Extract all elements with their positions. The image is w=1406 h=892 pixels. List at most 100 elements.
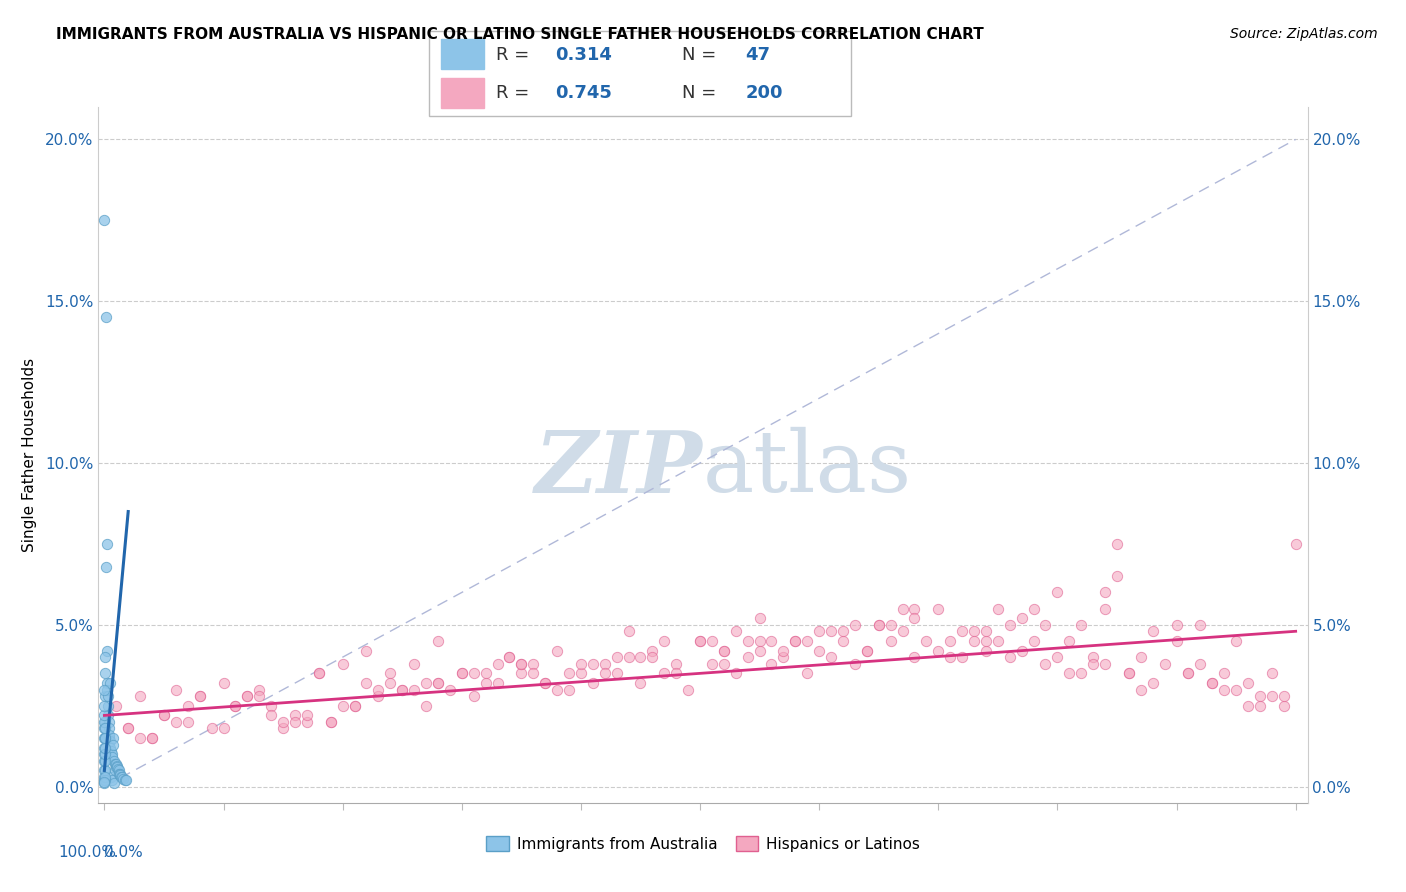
Point bbox=[93, 714, 115, 729]
Point bbox=[93, 708, 115, 723]
Point bbox=[1249, 698, 1271, 713]
Point bbox=[129, 689, 152, 703]
Point bbox=[463, 666, 485, 681]
Point bbox=[820, 650, 842, 665]
Legend: Immigrants from Australia, Hispanics or Latinos: Immigrants from Australia, Hispanics or … bbox=[479, 830, 927, 858]
Point bbox=[617, 650, 640, 665]
Point bbox=[103, 756, 125, 771]
Point bbox=[271, 722, 294, 736]
Point bbox=[93, 698, 115, 713]
Point bbox=[748, 643, 770, 657]
Point bbox=[97, 722, 120, 736]
Point bbox=[97, 698, 120, 713]
Text: 0.0%: 0.0% bbox=[104, 845, 143, 860]
Point bbox=[963, 624, 986, 639]
Point bbox=[93, 770, 115, 784]
Point bbox=[1189, 617, 1212, 632]
Point bbox=[700, 657, 723, 671]
Point bbox=[998, 617, 1021, 632]
Point bbox=[1081, 650, 1104, 665]
Point bbox=[761, 634, 783, 648]
Point bbox=[868, 617, 890, 632]
Point bbox=[93, 747, 115, 762]
Point bbox=[93, 754, 115, 768]
Point bbox=[987, 634, 1010, 648]
Point bbox=[1011, 611, 1033, 625]
Point bbox=[606, 650, 628, 665]
Text: 47: 47 bbox=[745, 46, 770, 64]
Point bbox=[676, 682, 699, 697]
Point bbox=[98, 731, 121, 745]
Point bbox=[1166, 634, 1188, 648]
Point bbox=[808, 624, 831, 639]
Point bbox=[260, 708, 283, 723]
Point bbox=[724, 666, 747, 681]
Point bbox=[212, 722, 235, 736]
Point bbox=[247, 689, 270, 703]
Point bbox=[558, 682, 581, 697]
Point bbox=[927, 601, 949, 615]
Point bbox=[100, 747, 122, 762]
Point bbox=[247, 682, 270, 697]
Point bbox=[1285, 537, 1308, 551]
Point bbox=[108, 767, 131, 781]
Point bbox=[426, 676, 449, 690]
Point bbox=[200, 722, 222, 736]
Point bbox=[96, 643, 118, 657]
Point bbox=[93, 770, 115, 784]
Point bbox=[1046, 650, 1069, 665]
Point bbox=[1059, 634, 1081, 648]
Point bbox=[103, 754, 125, 768]
Point bbox=[1237, 698, 1260, 713]
Point bbox=[724, 624, 747, 639]
Text: Source: ZipAtlas.com: Source: ZipAtlas.com bbox=[1230, 27, 1378, 41]
Point bbox=[415, 698, 437, 713]
Point bbox=[879, 634, 901, 648]
Point bbox=[103, 738, 125, 752]
Point bbox=[534, 676, 557, 690]
Point bbox=[97, 708, 120, 723]
Point bbox=[93, 213, 115, 227]
Point bbox=[404, 657, 426, 671]
Point bbox=[380, 666, 402, 681]
Point bbox=[1105, 537, 1128, 551]
Point bbox=[534, 676, 557, 690]
Text: IMMIGRANTS FROM AUSTRALIA VS HISPANIC OR LATINO SINGLE FATHER HOUSEHOLDS CORRELA: IMMIGRANTS FROM AUSTRALIA VS HISPANIC OR… bbox=[56, 27, 984, 42]
Point bbox=[1213, 666, 1236, 681]
Point bbox=[450, 666, 472, 681]
Point bbox=[1094, 657, 1116, 671]
Point bbox=[1237, 676, 1260, 690]
Point bbox=[1035, 657, 1057, 671]
Point bbox=[284, 714, 307, 729]
Text: 0.314: 0.314 bbox=[555, 46, 612, 64]
Point bbox=[224, 698, 246, 713]
Point bbox=[1166, 617, 1188, 632]
Point bbox=[474, 666, 496, 681]
Point bbox=[93, 731, 115, 745]
Point bbox=[1070, 617, 1092, 632]
Point bbox=[1081, 657, 1104, 671]
Point bbox=[772, 650, 794, 665]
Point bbox=[891, 601, 914, 615]
Point bbox=[93, 731, 115, 745]
Point bbox=[97, 689, 120, 703]
Text: 0.745: 0.745 bbox=[555, 84, 612, 102]
Point bbox=[153, 708, 176, 723]
Point bbox=[98, 740, 121, 755]
Point bbox=[963, 634, 986, 648]
Point bbox=[998, 650, 1021, 665]
Point bbox=[558, 666, 581, 681]
Point bbox=[974, 634, 997, 648]
Point bbox=[165, 714, 187, 729]
Point bbox=[343, 698, 366, 713]
Point bbox=[105, 698, 128, 713]
Point bbox=[903, 650, 925, 665]
Point bbox=[112, 772, 135, 786]
Point bbox=[117, 722, 139, 736]
Point bbox=[93, 764, 115, 778]
Point bbox=[1059, 666, 1081, 681]
Point bbox=[105, 756, 128, 771]
Point bbox=[593, 666, 616, 681]
Point bbox=[105, 758, 128, 772]
Point bbox=[1201, 676, 1223, 690]
